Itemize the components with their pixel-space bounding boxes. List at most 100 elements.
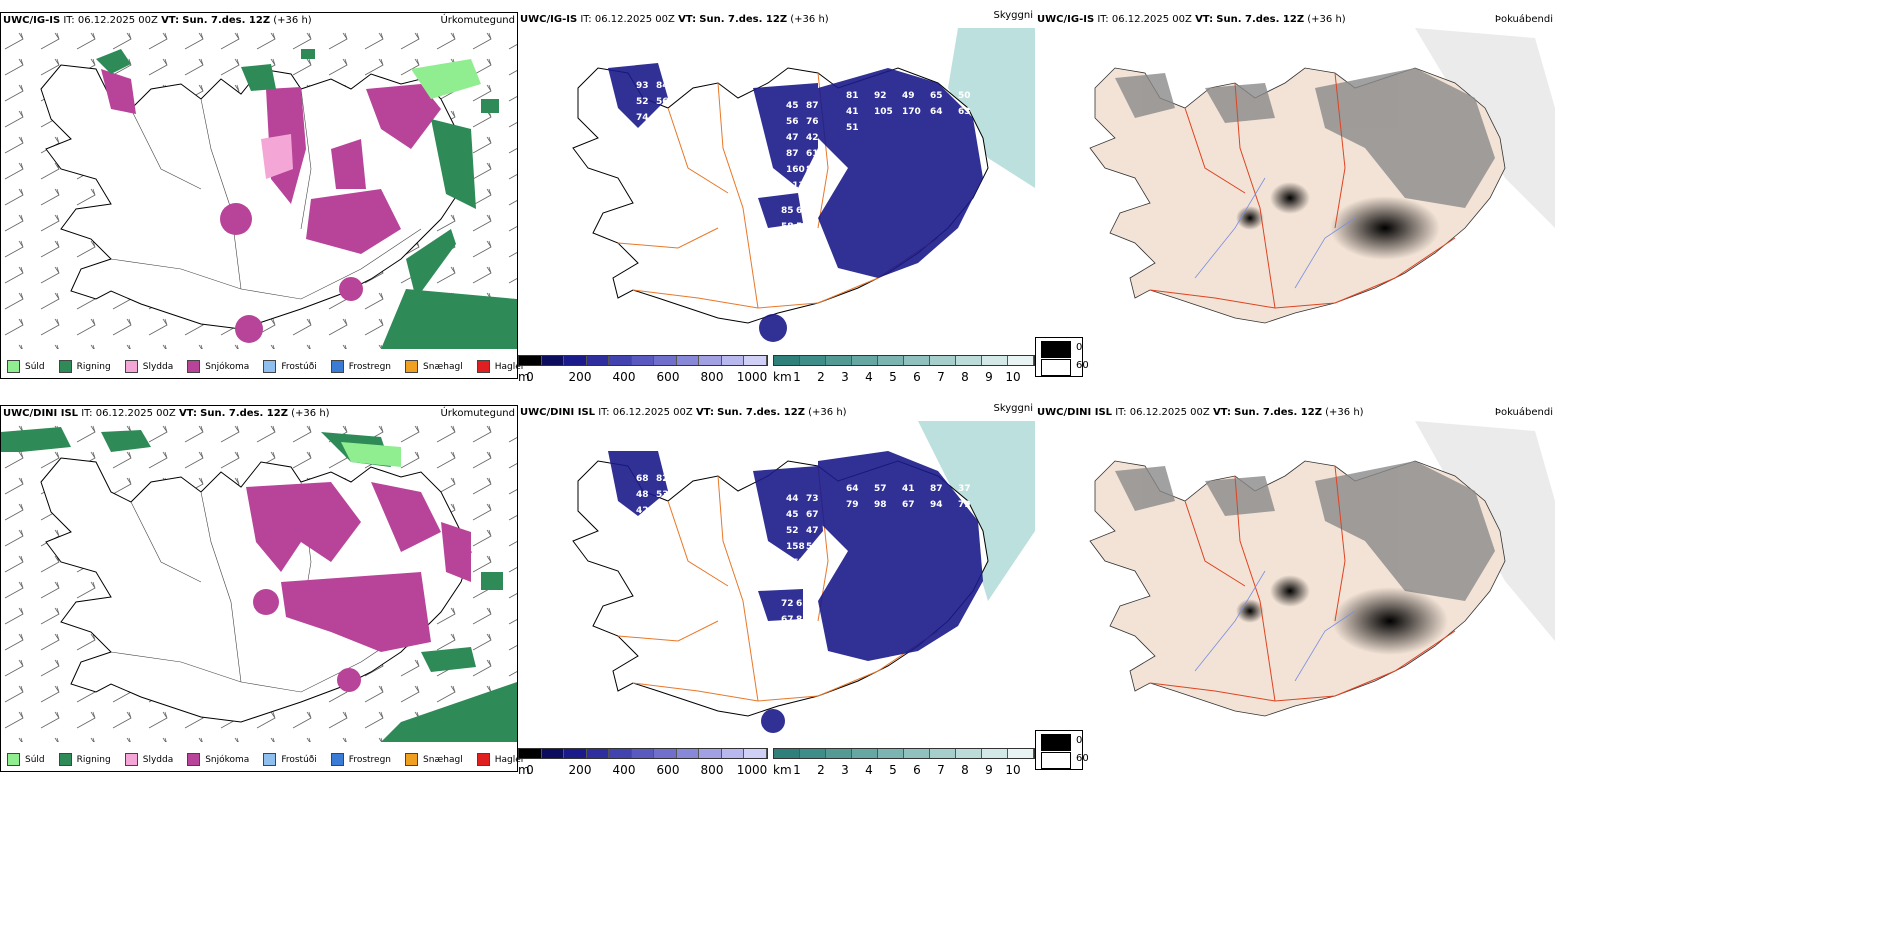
fog-legend-swatch — [1041, 341, 1071, 358]
rain-areas — [96, 49, 517, 349]
legend-swatch — [476, 360, 490, 373]
colorbar-tick: 7 — [937, 763, 945, 777]
cloud-base-label: 56 — [656, 97, 669, 107]
cloud-base-label: 65 — [796, 647, 809, 657]
colorbar-tick: 9 — [985, 763, 993, 777]
colorbar-unit: m — [518, 763, 530, 777]
colorbar-segment — [1008, 749, 1034, 758]
cloud-base-label: 84 — [806, 165, 819, 175]
panel-title: UWC/DINI ISL IT: 06.12.2025 00Z VT: Sun.… — [1, 406, 517, 422]
cloud-base-label: 98 — [781, 286, 794, 296]
fog-legend: 0 60 — [1035, 337, 1089, 377]
colorbar-segment — [609, 356, 632, 365]
colorbar-swatches — [518, 748, 768, 759]
colorbar-tick: 400 — [612, 763, 636, 777]
cloud-base-label: 113 — [786, 181, 805, 191]
colorbar-tick: 600 — [656, 370, 680, 384]
cloud-base-label: 50 — [958, 91, 971, 101]
colorbar-segment — [930, 356, 956, 365]
fog-legend-label: 60 — [1076, 753, 1089, 764]
colorbar-unit: km — [773, 763, 792, 777]
cloud-base-label: 44 — [781, 238, 794, 248]
colorbar-tick: 10 — [1005, 763, 1021, 777]
cloud-base-label: 160 — [786, 165, 805, 175]
lead-time: (+36 h) — [1307, 14, 1346, 25]
cloud-base-label: 52 — [781, 647, 794, 657]
colorbar-segment — [631, 749, 655, 758]
cloud-base-label: 76 — [806, 117, 819, 127]
fog-legend-label: 60 — [1076, 360, 1089, 371]
colorbar-segment — [826, 749, 852, 758]
cloud-base-label: 64 — [846, 484, 859, 494]
panel-title: UWC/DINI ISL IT: 06.12.2025 00Z VT: Sun.… — [1035, 405, 1555, 421]
colorbar-tick: 3 — [841, 370, 849, 384]
colorbar-tick: 1 — [793, 763, 801, 777]
colorbar-tick: 600 — [656, 763, 680, 777]
legend-label: Rigning — [76, 361, 111, 372]
fog-panel: UWC/IG-IS IT: 06.12.2025 00Z VT: Sun. 7.… — [1035, 12, 1555, 392]
colorbar-segment — [826, 356, 852, 365]
colorbar-segment — [774, 749, 800, 758]
colorbar-segment — [800, 356, 826, 365]
cloud-base-label: 49 — [902, 91, 915, 101]
cloud-base-label: 67 — [781, 615, 794, 625]
colorbar-tick: 1000 — [736, 763, 768, 777]
lead-time: (+36 h) — [291, 408, 330, 419]
colorbar-segment — [721, 356, 745, 365]
cloud-base-label: 87 — [786, 149, 799, 159]
legend-label: Súld — [25, 361, 45, 372]
cloud-base-label: 94 — [930, 500, 943, 510]
colorbar-unit: m — [518, 370, 530, 384]
lead-time: (+36 h) — [273, 15, 312, 26]
colorbar-segment — [631, 356, 655, 365]
legend-label: Haglél — [494, 754, 524, 765]
colorbar-segment — [721, 749, 745, 758]
visibility-colorbar: km 1 2 3 4 5 6 7 8 9 10 — [773, 748, 1035, 777]
visibility-map: 93 45 81 85 84 87 92 69 52 56 49 58 56 76 65 53 74 47 50 44… — [572, 28, 1035, 342]
legend-swatch — [124, 360, 138, 373]
cloud-base-label: 573 — [636, 145, 655, 155]
legend-swatch — [187, 753, 201, 766]
init-time: IT: 06.12.2025 00Z — [1115, 407, 1210, 418]
cloud-base-label: 41 — [846, 107, 859, 117]
legend-item: Snjókoma — [187, 753, 249, 766]
precip-legend: Súld Rigning Slydda Snjókoma Frostúði Fr… — [7, 753, 523, 766]
colorbar-tick: 8 — [961, 370, 969, 384]
row-dini: UWC/DINI ISL IT: 06.12.2025 00Z VT: Sun.… — [0, 403, 1900, 785]
visibility-colorbar: km 1 2 3 4 5 6 7 8 9 10 — [773, 355, 1035, 384]
cloud-base-label: 67 — [806, 510, 819, 520]
precip-legend: Súld Rigning Slydda Snjókoma Frostúði Fr… — [7, 360, 523, 373]
legend-swatch — [124, 753, 138, 766]
legend-label: Slydda — [142, 361, 174, 372]
colorbar-segment — [654, 356, 677, 365]
legend-swatch — [263, 753, 277, 766]
roads — [110, 88, 422, 300]
colorbar-segment — [541, 749, 565, 758]
cloud-base-label: 87 — [930, 484, 943, 494]
legend-label: Rigning — [76, 754, 111, 765]
cloud-base-label: 109 — [636, 538, 655, 548]
legend-item: Frostregn — [330, 753, 391, 766]
colorbar-tick: 4 — [865, 370, 873, 384]
cloud-base-labels: 93 45 81 85 84 87 92 69 52 56 49 58 56 76 65 53 74 47 50 44… — [636, 81, 971, 296]
model-name: UWC/DINI ISL — [1037, 407, 1113, 418]
colorbar-swatches — [773, 748, 1035, 759]
colorbar-tick: 9 — [985, 370, 993, 384]
cloud-base-label: 62 — [806, 558, 819, 568]
colorbar-tick: 200 — [568, 763, 592, 777]
cloud-base-label: 69 — [796, 206, 809, 216]
cloud-base-label: 48 — [636, 490, 649, 500]
cloud-base-label: 47 — [786, 133, 799, 143]
lead-time: (+36 h) — [790, 14, 829, 25]
low-cloud-areas — [608, 451, 983, 733]
colorbar-segment — [904, 749, 930, 758]
cloud-base-label: 68 — [636, 474, 649, 484]
cloud-base-label: 112 — [781, 663, 800, 673]
model-name: UWC/DINI ISL — [3, 408, 79, 419]
colorbar-segment — [586, 356, 610, 365]
cloud-base-label: 61 — [806, 149, 819, 159]
colorbar-tick: 0 — [526, 763, 534, 777]
cloud-height-colorbar: m 0 200 400 600 800 1000 — [518, 355, 768, 384]
cloud-base-label: 65 — [930, 91, 943, 101]
colorbar-segment — [699, 749, 722, 758]
